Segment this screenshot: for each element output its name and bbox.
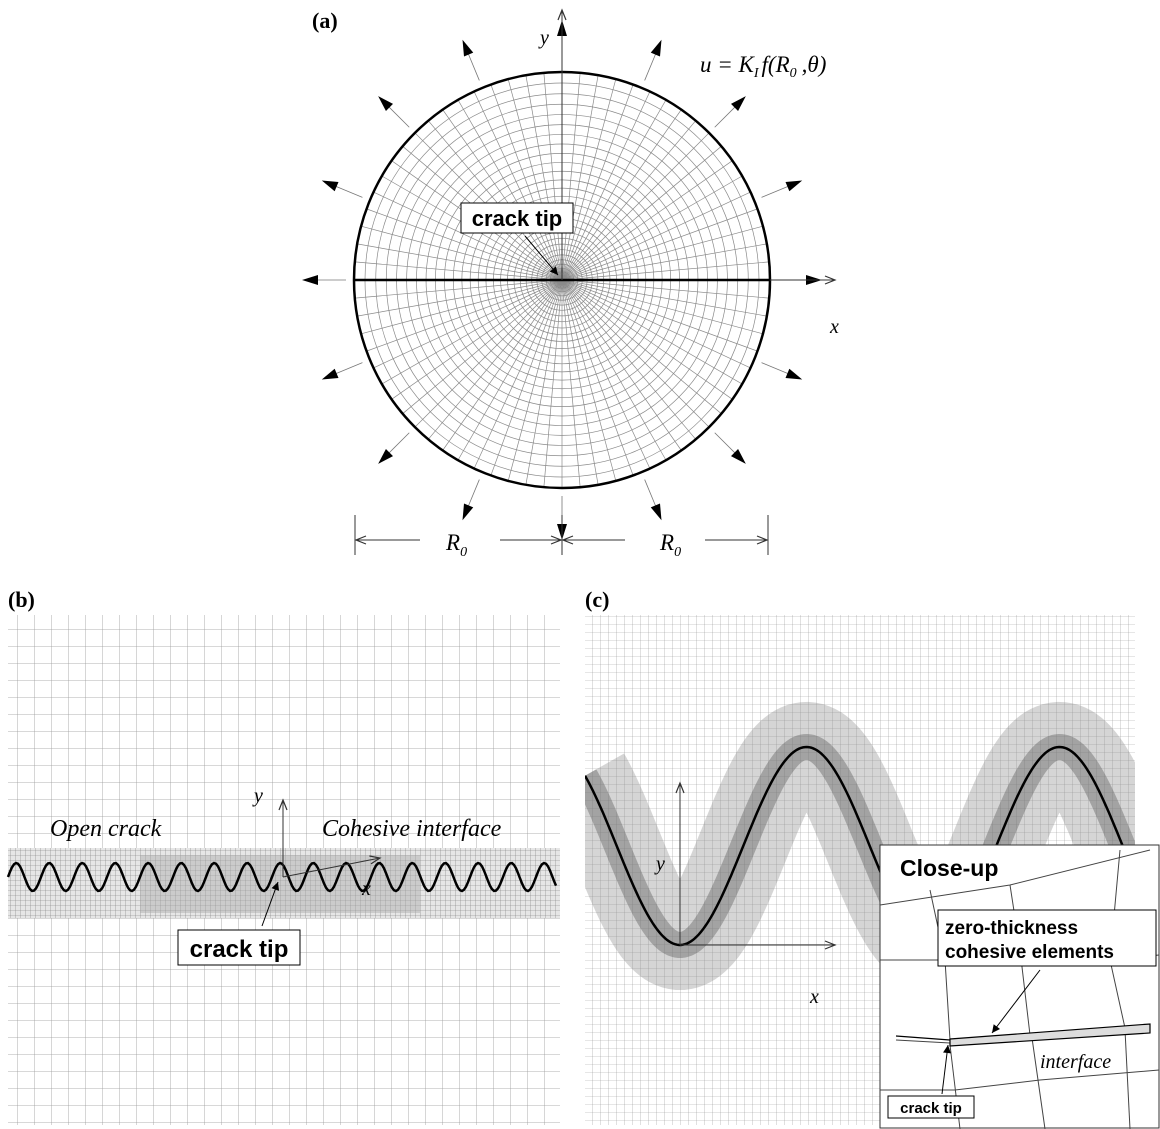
region-label: Cohesive interface — [322, 816, 502, 842]
y-axis-label: y — [252, 785, 263, 807]
mesh-spoke — [544, 280, 562, 487]
dimension-line — [355, 515, 768, 555]
mesh-spoke — [474, 91, 562, 280]
crack-tip-label: crack tip — [900, 1100, 962, 1117]
callout-line: zero-thickness — [945, 918, 1078, 939]
arrow-shaft — [715, 106, 736, 127]
radius-symbol: R — [445, 530, 460, 555]
inset-frame — [880, 845, 1159, 1128]
crack-tip-label: crack tip — [472, 206, 563, 231]
arrow-shaft — [388, 106, 409, 127]
arrow-shaft — [468, 480, 479, 508]
arrow-head — [463, 504, 474, 521]
arrow-shaft — [762, 363, 790, 374]
y-axis-label: y — [654, 853, 665, 875]
arrow-shaft — [335, 363, 363, 374]
formula-part: u = K — [700, 52, 756, 77]
arrow-head — [322, 181, 339, 192]
panel-label: (c) — [585, 587, 609, 612]
arrow-shaft — [388, 433, 409, 454]
x-axis-label: x — [829, 316, 839, 338]
mesh-spoke — [562, 209, 757, 280]
mesh-spoke — [373, 280, 562, 368]
formula-subscript: 0 — [790, 66, 797, 81]
arrow-shaft — [715, 433, 736, 454]
mesh-spoke — [562, 280, 580, 487]
mesh-spoke — [355, 262, 562, 280]
arrow-head — [651, 504, 662, 521]
inset-title: Close-up — [900, 855, 998, 881]
arrow-shaft — [468, 53, 479, 81]
formula-part: f(R — [762, 52, 790, 77]
radius-subscript: 0 — [674, 545, 681, 560]
x-axis-label: x — [809, 986, 819, 1008]
mesh-spoke — [562, 280, 650, 469]
mesh-spoke — [562, 73, 580, 280]
panel-label: (b) — [8, 587, 35, 612]
region-label: Open crack — [50, 816, 162, 842]
arrow-head — [463, 40, 474, 57]
arrow-head — [302, 275, 318, 285]
mesh-spoke — [562, 280, 633, 475]
radius-subscript: 0 — [460, 545, 467, 560]
radius-label: R0 — [659, 530, 681, 560]
arrow-head — [322, 369, 339, 380]
panel-label: (a) — [312, 8, 338, 33]
crack-tip-label: crack tip — [190, 936, 289, 963]
mesh-spoke — [491, 85, 562, 280]
interface-label: interface — [1040, 1051, 1111, 1073]
arrow-head — [651, 40, 662, 57]
arrow-shaft — [762, 186, 790, 197]
mesh-b — [8, 615, 560, 1125]
formula-part: ,θ) — [802, 52, 827, 77]
radius-label: R0 — [445, 530, 467, 560]
mesh-spoke — [562, 85, 633, 280]
mesh-spoke — [562, 280, 769, 298]
mesh-spoke — [562, 192, 751, 280]
mesh-spoke — [367, 280, 562, 351]
inset: Close-up zero-thickness cohesive element… — [880, 845, 1159, 1129]
mesh-spoke — [544, 73, 562, 280]
mesh-spoke — [491, 280, 562, 475]
mesh-spoke — [562, 91, 650, 280]
radius-symbol: R — [659, 530, 674, 555]
mesh-spoke — [355, 280, 562, 298]
mesh-spoke — [562, 262, 769, 280]
x-axis-label: x — [361, 878, 371, 900]
mesh-spoke — [474, 280, 562, 469]
figure: (a) y x u = KIf(R0,θ) crack tip R0 R0 (b… — [0, 0, 1160, 1129]
callout-line: cohesive elements — [945, 942, 1114, 963]
y-axis-label: y — [538, 27, 549, 49]
arrow-shaft — [335, 186, 363, 197]
formula-subscript: I — [753, 66, 760, 81]
arrow-shaft — [645, 53, 656, 81]
arrow-head — [786, 181, 803, 192]
mesh-spoke — [562, 280, 751, 368]
arrow-head — [786, 369, 803, 380]
arrow-shaft — [645, 480, 656, 508]
mesh-spoke — [562, 280, 757, 351]
